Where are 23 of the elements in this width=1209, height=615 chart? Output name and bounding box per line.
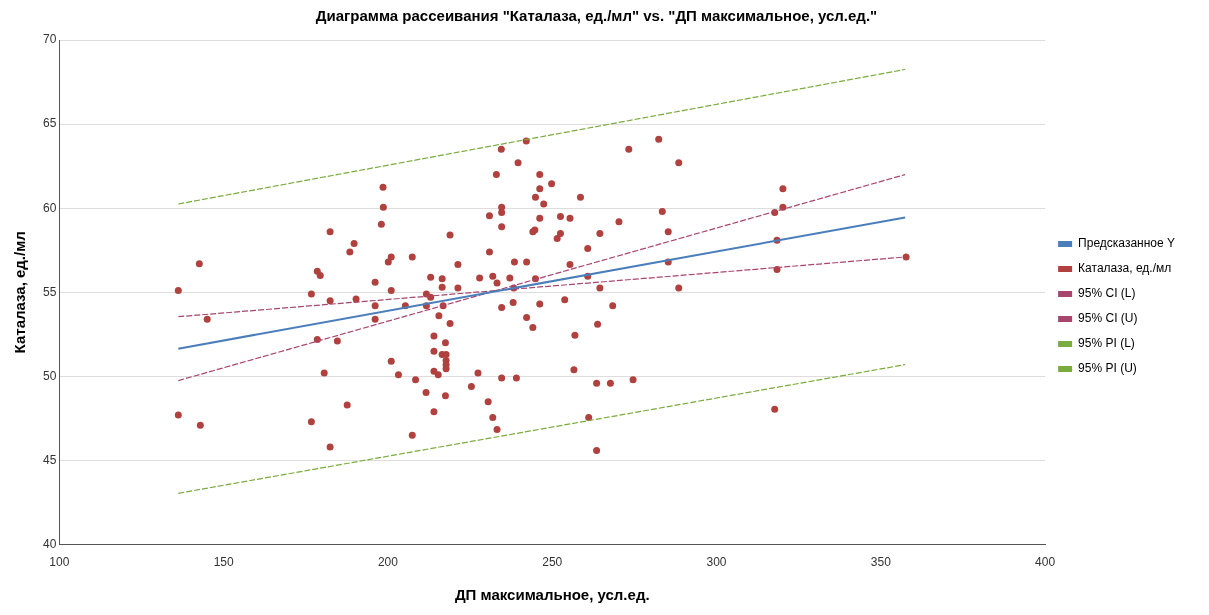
y-axis-title: Каталаза, ед./мл [11,231,29,354]
chart-title: Диаграмма рассеивания "Каталаза, ед./мл" vs. "ДП максимальное, усл.ед." [315,7,878,25]
y-tick-label: 60 [42,200,57,215]
legend-label: Каталаза, ед./мл [1078,261,1172,276]
x-tick-label: 300 [706,555,727,570]
x-tick-label: 350 [870,555,892,570]
y-tick-label: 70 [42,32,57,47]
y-tick-label: 55 [42,284,57,299]
legend-label: 95% PI (L) [1078,336,1135,351]
legend-label: 95% CI (L) [1078,286,1136,301]
x-tick-label: 150 [213,555,234,570]
y-tick-label: 40 [42,536,57,551]
x-tick-label: 250 [542,555,563,570]
y-tick-label: 50 [42,368,57,383]
x-tick-label: 100 [49,555,70,570]
x-tick-label: 200 [377,555,399,570]
y-tick-label: 65 [42,116,57,131]
legend-label: 95% PI (U) [1078,361,1137,376]
x-axis-title: ДП максимальное, усл.ед. [454,586,650,604]
y-tick-label: 45 [42,452,57,467]
x-tick-label: 400 [1035,555,1056,570]
legend-label: 95% CI (U) [1078,311,1138,326]
legend-label: Предсказанное Y [1078,236,1176,251]
